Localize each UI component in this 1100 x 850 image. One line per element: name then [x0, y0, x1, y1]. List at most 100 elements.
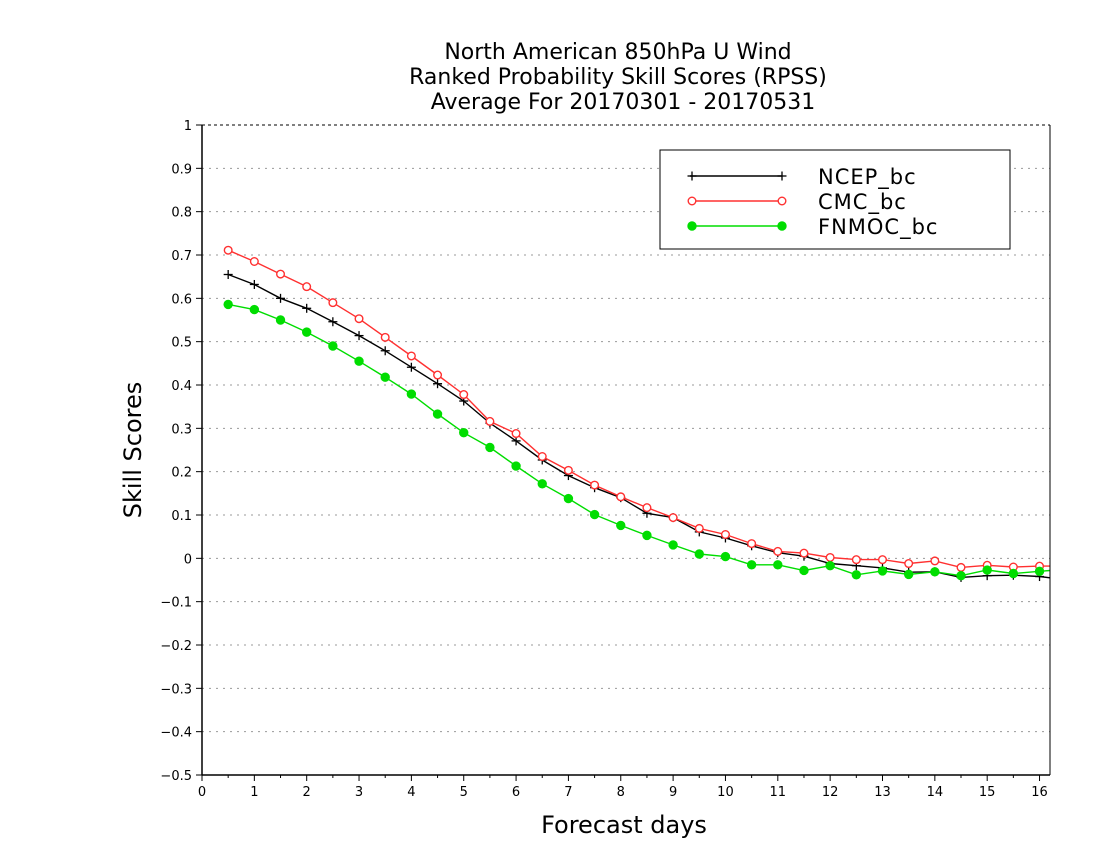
point-fnmoc-bc-26	[903, 569, 914, 580]
y-tick-label-8: 0.3	[171, 422, 192, 437]
point-fnmoc-bc-5	[354, 356, 364, 366]
point-cmc-bc-27	[930, 556, 940, 566]
point-cmc-bc-11	[511, 429, 521, 439]
point-cmc-bc-5	[354, 314, 364, 324]
chart-title-line-2: Ranked Probability Skill Scores (RPSS)	[409, 65, 827, 90]
point-fnmoc-bc-3	[301, 327, 312, 337]
x-tick-label-5: 5	[460, 785, 468, 800]
point-cmc-bc-22	[799, 548, 809, 558]
series-line-fnmoc-bc	[228, 303, 1051, 577]
y-tick-label-14: 0.9	[171, 162, 192, 177]
y-tick-label-13: 0.8	[171, 206, 192, 221]
y-tick-label-9: 0.4	[171, 379, 192, 394]
point-ncep-bc-5	[354, 331, 364, 341]
point-cmc-bc-2	[276, 269, 286, 279]
point-cmc-bc-1	[249, 257, 259, 267]
point-fnmoc-bc-22	[799, 565, 809, 576]
y-tick-label-12: 0.7	[171, 249, 192, 264]
point-cmc-bc-7	[406, 351, 416, 361]
point-cmc-bc-15	[616, 492, 626, 502]
point-cmc-bc-9	[459, 390, 469, 400]
y-tick-label-10: 0.5	[171, 336, 192, 351]
point-cmc-bc-17	[668, 513, 678, 523]
point-cmc-bc-21	[773, 546, 783, 556]
point-fnmoc-bc-19	[720, 551, 731, 562]
x-tick-label-14: 14	[927, 785, 944, 800]
legend-box	[659, 149, 1011, 250]
point-fnmoc-bc-17	[668, 540, 678, 550]
x-tick-label-4: 4	[407, 785, 415, 800]
legend-marker-start-ncep-bc	[687, 171, 697, 181]
y-tick-label-4: −0.1	[160, 596, 192, 611]
legend-label-cmc-bc: CMC_bc	[818, 190, 907, 215]
x-tick-label-3: 3	[355, 785, 363, 800]
point-cmc-bc-6	[380, 332, 390, 342]
chart-title-line-3: Average For 20170301 - 20170531	[431, 90, 816, 115]
point-ncep-bc-0	[223, 270, 233, 279]
y-tick-label-15: 1	[184, 119, 192, 134]
point-fnmoc-bc-13	[563, 493, 574, 504]
point-cmc-bc-4	[328, 298, 338, 308]
point-cmc-bc-24	[851, 555, 861, 565]
point-cmc-bc-3	[302, 282, 312, 292]
point-fnmoc-bc-16	[642, 530, 652, 541]
y-axis-label: Skill Scores	[119, 382, 147, 519]
y-tick-label-5: 0	[184, 552, 192, 567]
legend-marker-end-ncep-bc	[777, 171, 787, 181]
legend-marker-end-cmc-bc	[777, 196, 787, 206]
point-fnmoc-bc-11	[511, 461, 521, 471]
point-fnmoc-bc-10	[485, 442, 495, 453]
point-cmc-bc-25	[877, 555, 887, 565]
point-cmc-bc-28	[956, 562, 966, 572]
legend-marker-end-fnmoc-bc	[777, 221, 787, 231]
point-cmc-bc-8	[433, 370, 443, 380]
y-tick-label-0: −0.5	[160, 769, 192, 784]
x-axis-label: Forecast days	[541, 811, 707, 839]
legend-marker-start-cmc-bc	[687, 196, 697, 206]
x-tick-label-0: 0	[198, 785, 206, 800]
point-cmc-bc-16	[642, 503, 652, 513]
point-fnmoc-bc-4	[328, 341, 338, 351]
legend-label-ncep-bc: NCEP_bc	[818, 165, 917, 190]
point-fnmoc-bc-27	[930, 567, 940, 577]
point-cmc-bc-23	[825, 552, 835, 562]
y-tick-label-3: −0.2	[160, 639, 192, 654]
point-fnmoc-bc-28	[956, 570, 966, 581]
point-cmc-bc-14	[590, 480, 600, 490]
legend-marker-start-fnmoc-bc	[687, 221, 697, 231]
x-tick-label-2: 2	[303, 785, 311, 800]
point-ncep-bc-6	[380, 346, 390, 356]
series-line-cmc-bc	[227, 249, 1050, 569]
point-cmc-bc-12	[537, 452, 547, 462]
point-ncep-bc-2	[276, 293, 286, 303]
point-fnmoc-bc-30	[1008, 568, 1019, 579]
point-fnmoc-bc-24	[851, 570, 862, 580]
point-cmc-bc-19	[720, 530, 730, 540]
axes: −0.5 −0.4 −0.3 −0.2 −0.1 0 0.1 0.2 0.3 0.4 0.5 0.6 0…	[160, 119, 1051, 800]
y-tick-label-11: 0.6	[171, 292, 192, 307]
x-tick-label-1: 1	[250, 785, 258, 800]
point-fnmoc-bc-21	[773, 560, 783, 570]
y-tick-label-2: −0.3	[160, 682, 192, 697]
x-tick-label-16: 16	[1031, 785, 1048, 800]
point-cmc-bc-18	[694, 523, 704, 533]
point-fnmoc-bc-6	[380, 372, 390, 382]
point-fnmoc-bc-2	[275, 315, 286, 325]
point-cmc-bc-13	[563, 465, 573, 475]
x-tick-label-11: 11	[770, 785, 787, 800]
x-tick-label-10: 10	[717, 785, 734, 800]
y-tick-label-6: 0.1	[171, 509, 192, 524]
point-fnmoc-bc-0	[223, 299, 233, 310]
x-tick-label-12: 12	[822, 785, 839, 800]
legend-label-fnmoc-bc: FNMOC_bc	[818, 215, 938, 240]
point-fnmoc-bc-8	[432, 409, 443, 419]
point-fnmoc-bc-18	[694, 549, 704, 559]
y-tick-label-1: −0.4	[160, 726, 192, 741]
point-fnmoc-bc-20	[746, 560, 757, 570]
point-fnmoc-bc-7	[406, 389, 417, 399]
point-cmc-bc-20	[747, 539, 757, 549]
point-ncep-bc-4	[328, 317, 338, 327]
point-fnmoc-bc-15	[616, 520, 626, 531]
